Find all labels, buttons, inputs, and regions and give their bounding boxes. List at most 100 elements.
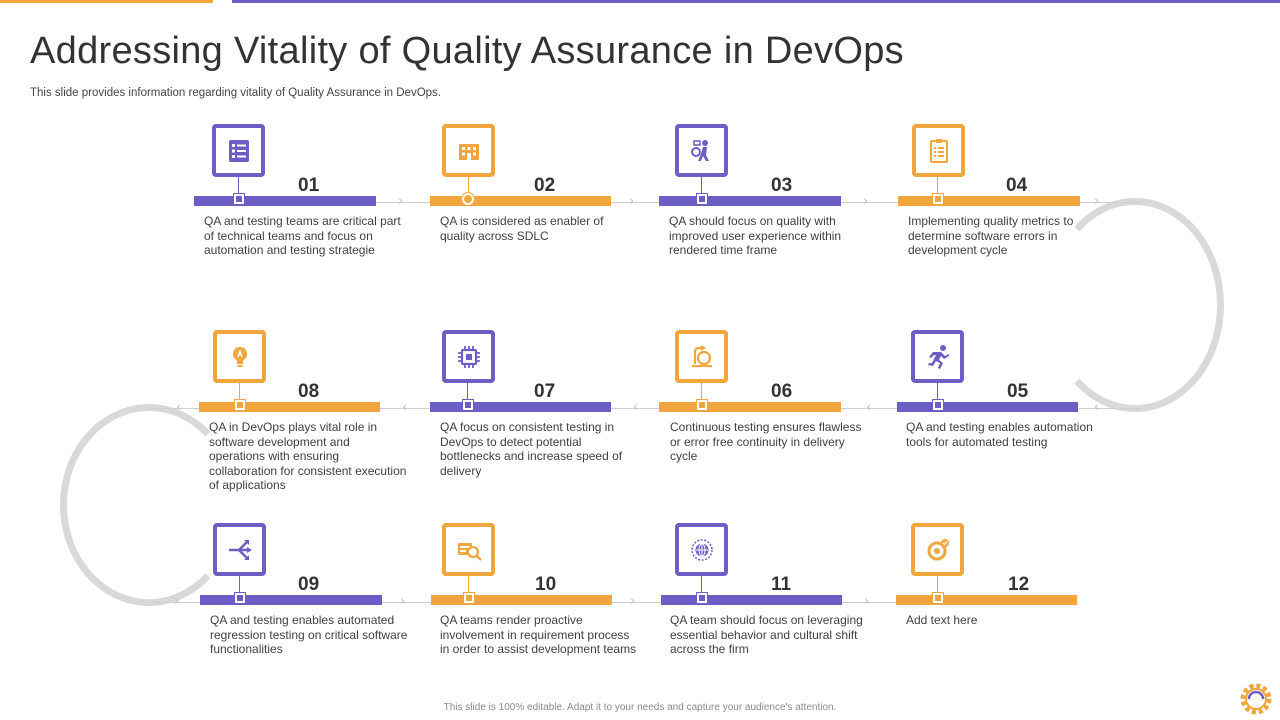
step-marker <box>235 400 245 410</box>
chevron-left-icon: ‹ <box>402 400 408 415</box>
search-money-icon <box>442 523 495 576</box>
slide-subtitle: This slide provides information regardin… <box>30 87 441 99</box>
connector-line <box>611 408 659 409</box>
connector-line <box>380 408 430 409</box>
connector-line <box>841 408 898 409</box>
marker-stem <box>937 177 938 193</box>
slide-title: Addressing Vitality of Quality Assurance… <box>30 30 904 72</box>
step-12: 12 Add text here <box>896 523 1096 673</box>
step-bar <box>200 595 382 605</box>
step-05: 05 QA and testing enables automation too… <box>897 330 1097 480</box>
lightbulb-icon <box>213 330 266 383</box>
step-bar <box>898 196 1080 206</box>
step-marker <box>235 593 245 603</box>
step-description: QA and testing teams are critical part o… <box>204 214 401 257</box>
chevron-left-icon: ‹ <box>1094 400 1100 415</box>
connector-line <box>382 602 431 603</box>
step-number: 07 <box>534 381 556 402</box>
step-number: 08 <box>298 381 320 402</box>
connector-line <box>150 602 200 603</box>
step-marker <box>697 400 707 410</box>
step-description: Implementing quality metrics to determin… <box>908 214 1074 257</box>
checklist-icon <box>212 124 265 177</box>
step-description: Continuous testing ensures flawless or e… <box>670 420 862 463</box>
step-marker <box>234 194 244 204</box>
step-04: 04 Implementing quality metrics to deter… <box>898 124 1098 274</box>
step-description: QA is considered as enabler of quality a… <box>440 214 604 243</box>
top-accent-orange <box>0 0 213 3</box>
step-marker <box>933 194 943 204</box>
connector-line <box>150 408 200 409</box>
chevron-right-icon: › <box>629 194 635 209</box>
step-number: 09 <box>298 574 320 595</box>
chevron-right-icon: › <box>1094 194 1100 209</box>
chip-icon <box>442 330 495 383</box>
globe-icon <box>675 523 728 576</box>
step-bar <box>897 402 1078 412</box>
step-bar <box>431 595 612 605</box>
step-marker <box>933 593 943 603</box>
step-description: Add text here <box>906 613 978 627</box>
chevron-right-icon: › <box>400 594 406 609</box>
step-bar <box>896 595 1077 605</box>
step-bar <box>659 196 841 206</box>
step-description: QA teams render proactive involvement in… <box>440 613 637 656</box>
connector-line <box>611 202 659 203</box>
cycle-icon <box>675 330 728 383</box>
step-08: 08 QA in DevOps plays vital role in soft… <box>199 330 406 492</box>
footer-note: This slide is 100% editable. Adapt it to… <box>443 702 837 713</box>
step-number: 04 <box>1006 175 1028 196</box>
step-number: 05 <box>1007 381 1029 402</box>
runner-icon <box>911 330 964 383</box>
step-description: QA should focus on quality with improved… <box>669 214 842 257</box>
step-03: 03 QA should focus on quality with impro… <box>659 124 859 274</box>
building-icon <box>442 124 495 177</box>
step-06: 06 Continuous testing ensures flawless o… <box>659 330 861 480</box>
chevron-right-icon: › <box>864 594 870 609</box>
step-09: 09 QA and testing enables automated regr… <box>200 523 407 673</box>
marker-stem <box>467 383 468 399</box>
chevron-right-icon: › <box>174 594 180 609</box>
connector-line <box>376 202 430 203</box>
step-description: QA in DevOps plays vital role in softwar… <box>209 420 407 492</box>
step-description: QA and testing enables automated regress… <box>210 613 408 656</box>
connector-line <box>612 602 661 603</box>
step-marker <box>462 193 474 205</box>
marker-stem <box>937 576 938 592</box>
step-marker <box>463 400 473 410</box>
chevron-right-icon: › <box>863 194 869 209</box>
step-bar <box>659 402 841 412</box>
marker-stem <box>468 177 469 193</box>
step-10: 10 QA teams render proactive involvement… <box>431 523 636 673</box>
step-bar <box>199 402 380 412</box>
connector-line <box>1080 202 1140 203</box>
connector-line <box>1078 408 1140 409</box>
marker-stem <box>468 576 469 592</box>
split-arrows-icon <box>213 523 266 576</box>
chevron-left-icon: ‹ <box>633 400 639 415</box>
marker-stem <box>701 383 702 399</box>
step-bar <box>430 196 611 206</box>
marker-stem <box>238 177 239 193</box>
chevron-left-icon: ‹ <box>866 400 872 415</box>
step-07: 07 QA focus on consistent testing in Dev… <box>430 330 630 480</box>
step-number: 01 <box>298 175 320 196</box>
step-number: 06 <box>771 381 793 402</box>
step-description: QA focus on consistent testing in DevOps… <box>440 420 623 478</box>
marker-stem <box>701 576 702 592</box>
step-number: 03 <box>771 175 793 196</box>
step-number: 10 <box>535 574 557 595</box>
step-description: QA and testing enables automation tools … <box>906 420 1093 449</box>
chevron-right-icon: › <box>630 594 636 609</box>
step-marker <box>697 194 707 204</box>
step-02: 02 QA is considered as enabler of qualit… <box>430 124 630 274</box>
clipboard-icon <box>912 124 965 177</box>
step-marker <box>697 593 707 603</box>
marker-stem <box>701 177 702 193</box>
step-marker <box>464 593 474 603</box>
connector-line <box>842 602 896 603</box>
step-number: 02 <box>534 175 556 196</box>
top-accent-purple <box>232 0 1280 3</box>
marker-stem <box>239 383 240 399</box>
marker-stem <box>239 576 240 592</box>
